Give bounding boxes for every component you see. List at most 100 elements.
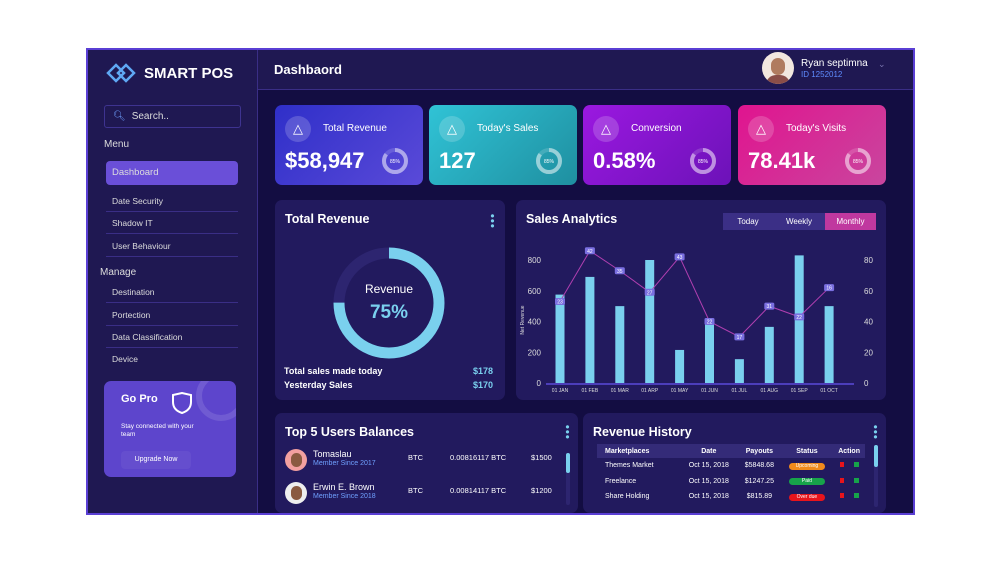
tab-monthly[interactable]: Monthly [825,213,876,230]
y-tick-label: 400 [528,318,542,327]
x-tick-label: 01 ARP [641,388,659,394]
user-usd-amount: $1500 [531,453,552,462]
column-header: Status [780,444,834,458]
sidebar-item-destination[interactable]: Destination [106,281,238,303]
y-tick-label: 800 [528,256,542,265]
delete-icon[interactable] [839,462,844,468]
stat-value: $58,947 [285,148,365,173]
revenue-history-panel: Revenue History • • • Marketplaces Date Payo… [583,413,886,513]
more-options-icon[interactable]: • • • [873,420,878,444]
sales-today-label: Total sales made today [284,366,383,376]
sidebar-item-date-security[interactable]: Date Security [106,190,238,212]
bar [675,349,685,383]
revenue-donut [333,247,445,359]
y-axis-label: Net Revenue [520,305,526,334]
status-badge: Paid [788,478,825,486]
header: Dashbaord Ryan septimna ID 1252012 ⌄ [258,50,913,90]
shield-icon [172,392,192,414]
y-tick-label: 200 [528,348,542,357]
tab-weekly[interactable]: Weekly [785,217,813,226]
panel-title: Top 5 Users Balances [285,425,414,439]
line-point-label: 42 [587,249,593,255]
more-options-icon[interactable]: • • • [565,420,570,444]
stat-card-todays-visits[interactable]: △ Today's Visits 78.41k 85% [738,105,886,185]
table-row: Themes Market Oct 15, 2018 $5848.68 Upco… [597,458,865,474]
line-point-label: 31 [767,304,773,310]
x-tick-label: 01 JUN [701,388,718,394]
user-avatar [285,449,307,471]
stat-card-conversion[interactable]: △ Conversion 0.58% 85% [583,105,731,185]
sales-today-value: $178 [472,366,493,376]
scrollbar[interactable] [566,453,570,505]
line-point-label-bg [674,253,685,261]
line-point-label-bg [734,333,745,341]
delete-icon[interactable] [839,477,844,483]
more-options-icon[interactable]: • • • [490,209,495,233]
sidebar-item-user-behaviour[interactable]: User Behaviour [106,235,238,257]
y2-tick-label: 20 [864,348,873,357]
go-pro-title: Go Pro [121,393,158,405]
user-name: Ryan septimna [801,58,868,69]
sidebar-item-data-classification[interactable]: Data Classification [106,326,238,348]
triangle-icon: △ [285,116,311,142]
cell-date: Oct 15, 2018 [688,462,729,470]
menu-label: Menu [104,139,130,150]
sidebar-item-device[interactable]: Device [112,354,138,364]
sidebar-item-portection[interactable]: Portection [106,304,238,326]
line-point-label: 16 [826,286,832,292]
edit-icon[interactable] [853,493,859,499]
stat-label: Total Revenue [323,123,387,134]
search-placeholder: Search.. [131,111,169,122]
tab-today[interactable]: Today [737,217,759,226]
stat-card-todays-sales[interactable]: △ Today's Sales 127 85% [429,105,577,185]
scrollbar[interactable] [874,445,878,507]
chevron-down-icon[interactable]: ⌄ [878,59,886,69]
sidebar-item-shadow-it[interactable]: Shadow IT [106,212,238,234]
x-tick-label: 01 SEP [791,388,809,394]
triangle-icon: △ [439,116,465,142]
stat-label: Today's Sales [477,123,539,134]
status-badge: Over due [788,493,825,501]
cell-market: Themes Market [605,462,654,470]
bar [764,326,774,383]
x-tick-label: 01 AUG [761,388,779,394]
user-name: Erwin E. Brown [313,482,375,492]
line-point-label: 17 [737,335,743,341]
logo[interactable]: SMART POS [106,62,233,84]
stat-value: 78.41k [748,148,816,173]
cell-market: Freelance [605,477,637,485]
user-name: Tomaslau [313,449,352,459]
bar [645,260,655,383]
user-row[interactable]: Erwin E. Brown Member Since 2018 BTC 0.0… [285,480,555,508]
top-users-panel: Top 5 Users Balances • • • Tomaslau Member… [275,413,578,513]
line-point-label: 22 [796,315,802,321]
bar [615,306,625,383]
line-point-label-bg [704,318,715,325]
cell-payout: $815.89 [746,493,773,501]
cell-payout: $5848.68 [744,462,774,470]
total-revenue-panel: Total Revenue • • • Revenue 75% Total sale… [275,200,505,400]
yesterday-sales-value: $170 [472,380,493,390]
upgrade-now-button[interactable]: Upgrade Now [121,451,191,469]
x-tick-label: 01 MAY [671,388,689,394]
y2-tick-label: 80 [864,256,873,265]
user-btc-amount: 0.00814117 BTC [450,486,507,495]
search-input[interactable]: 🔍︎ Search.. [104,105,241,128]
stat-progress-ring: 85% [690,148,716,174]
delete-icon[interactable] [839,493,844,499]
donut-label: Revenue [364,282,414,296]
stat-card-total-revenue[interactable]: △ Total Revenue $58,947 85% [275,105,423,185]
y-tick-label: 600 [528,287,542,296]
avatar[interactable] [762,52,794,84]
sidebar-item-dashboard[interactable]: Dashboard [106,161,238,185]
logo-icon [106,63,136,83]
x-tick-label: 01 OCT [820,388,838,394]
sales-analytics-panel: Sales Analytics Today Weekly Monthly 0 20… [516,200,886,400]
user-row[interactable]: Tomaslau Member Since 2017 BTC 0.0081611… [285,447,555,475]
yesterday-sales-label: Yesterday Sales [284,380,353,390]
edit-icon[interactable] [853,477,859,483]
manage-label: Manage [100,267,137,278]
stat-progress-ring: 85% [845,148,871,174]
column-header: Action [833,444,865,458]
edit-icon[interactable] [853,462,859,468]
